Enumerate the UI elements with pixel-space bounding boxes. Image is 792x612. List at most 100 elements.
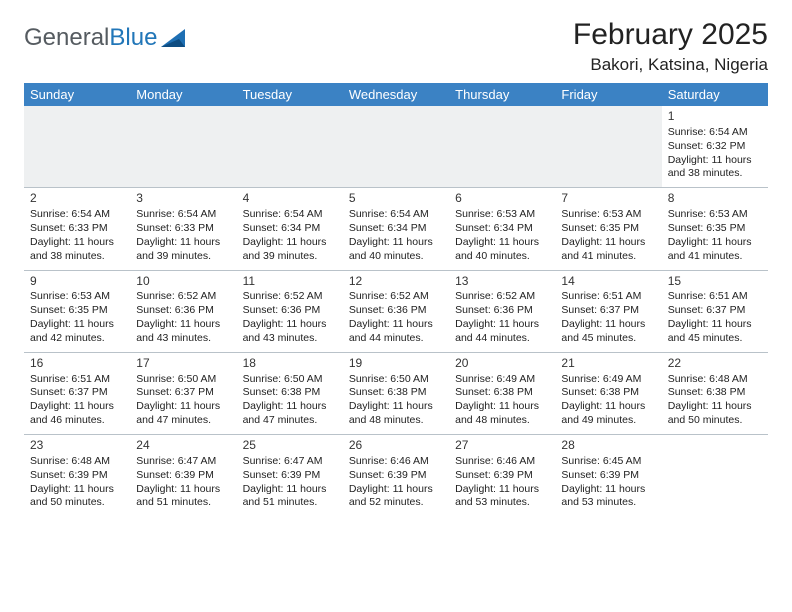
day-number: 9	[30, 274, 124, 290]
day-number: 16	[30, 356, 124, 372]
day-number: 12	[349, 274, 443, 290]
sunrise-line: Sunrise: 6:54 AM	[668, 126, 762, 140]
sunset-line: Sunset: 6:39 PM	[561, 469, 655, 483]
daylight-line: Daylight: 11 hours and 46 minutes.	[30, 400, 124, 428]
day-number: 4	[243, 191, 337, 207]
sunrise-line: Sunrise: 6:49 AM	[561, 373, 655, 387]
sunset-line: Sunset: 6:38 PM	[243, 386, 337, 400]
daylight-line: Daylight: 11 hours and 41 minutes.	[668, 236, 762, 264]
day-number: 27	[455, 438, 549, 454]
sunset-line: Sunset: 6:39 PM	[455, 469, 549, 483]
day-number: 19	[349, 356, 443, 372]
calendar-table: SundayMondayTuesdayWednesdayThursdayFrid…	[24, 83, 768, 516]
calendar-body: 1Sunrise: 6:54 AMSunset: 6:32 PMDaylight…	[24, 106, 768, 516]
month-title: February 2025	[573, 18, 768, 52]
day-number: 26	[349, 438, 443, 454]
daylight-line: Daylight: 11 hours and 45 minutes.	[668, 318, 762, 346]
brand-part2: Blue	[109, 24, 157, 51]
calendar-cell: 24Sunrise: 6:47 AMSunset: 6:39 PMDayligh…	[130, 435, 236, 517]
sunset-line: Sunset: 6:38 PM	[349, 386, 443, 400]
calendar-cell: 1Sunrise: 6:54 AMSunset: 6:32 PMDaylight…	[662, 106, 768, 188]
sunrise-line: Sunrise: 6:50 AM	[349, 373, 443, 387]
day-header: Wednesday	[343, 83, 449, 106]
sunset-line: Sunset: 6:33 PM	[30, 222, 124, 236]
sunset-line: Sunset: 6:37 PM	[561, 304, 655, 318]
sunset-line: Sunset: 6:39 PM	[349, 469, 443, 483]
daylight-line: Daylight: 11 hours and 42 minutes.	[30, 318, 124, 346]
daylight-line: Daylight: 11 hours and 38 minutes.	[30, 236, 124, 264]
day-header: Monday	[130, 83, 236, 106]
sunrise-line: Sunrise: 6:47 AM	[243, 455, 337, 469]
sunrise-line: Sunrise: 6:47 AM	[136, 455, 230, 469]
sunset-line: Sunset: 6:39 PM	[136, 469, 230, 483]
calendar-cell	[237, 106, 343, 188]
calendar-week: 1Sunrise: 6:54 AMSunset: 6:32 PMDaylight…	[24, 106, 768, 188]
day-number: 11	[243, 274, 337, 290]
day-number: 2	[30, 191, 124, 207]
calendar-cell: 19Sunrise: 6:50 AMSunset: 6:38 PMDayligh…	[343, 352, 449, 434]
sunrise-line: Sunrise: 6:54 AM	[349, 208, 443, 222]
sunrise-line: Sunrise: 6:49 AM	[455, 373, 549, 387]
sunset-line: Sunset: 6:36 PM	[349, 304, 443, 318]
sunset-line: Sunset: 6:38 PM	[668, 386, 762, 400]
daylight-line: Daylight: 11 hours and 50 minutes.	[30, 483, 124, 511]
calendar-week: 9Sunrise: 6:53 AMSunset: 6:35 PMDaylight…	[24, 270, 768, 352]
day-number: 25	[243, 438, 337, 454]
sunset-line: Sunset: 6:37 PM	[30, 386, 124, 400]
sunset-line: Sunset: 6:37 PM	[136, 386, 230, 400]
sunset-line: Sunset: 6:38 PM	[455, 386, 549, 400]
calendar-cell: 22Sunrise: 6:48 AMSunset: 6:38 PMDayligh…	[662, 352, 768, 434]
daylight-line: Daylight: 11 hours and 43 minutes.	[243, 318, 337, 346]
calendar-cell: 18Sunrise: 6:50 AMSunset: 6:38 PMDayligh…	[237, 352, 343, 434]
title-block: February 2025 Bakori, Katsina, Nigeria	[573, 18, 768, 75]
calendar-cell: 20Sunrise: 6:49 AMSunset: 6:38 PMDayligh…	[449, 352, 555, 434]
sunrise-line: Sunrise: 6:52 AM	[136, 290, 230, 304]
calendar-cell: 25Sunrise: 6:47 AMSunset: 6:39 PMDayligh…	[237, 435, 343, 517]
calendar-cell: 2Sunrise: 6:54 AMSunset: 6:33 PMDaylight…	[24, 188, 130, 270]
calendar-cell: 5Sunrise: 6:54 AMSunset: 6:34 PMDaylight…	[343, 188, 449, 270]
calendar-cell	[24, 106, 130, 188]
daylight-line: Daylight: 11 hours and 41 minutes.	[561, 236, 655, 264]
sunset-line: Sunset: 6:33 PM	[136, 222, 230, 236]
day-number: 7	[561, 191, 655, 207]
calendar-cell: 14Sunrise: 6:51 AMSunset: 6:37 PMDayligh…	[555, 270, 661, 352]
calendar-cell: 10Sunrise: 6:52 AMSunset: 6:36 PMDayligh…	[130, 270, 236, 352]
sunrise-line: Sunrise: 6:53 AM	[561, 208, 655, 222]
sunset-line: Sunset: 6:37 PM	[668, 304, 762, 318]
calendar-cell: 9Sunrise: 6:53 AMSunset: 6:35 PMDaylight…	[24, 270, 130, 352]
day-header: Friday	[555, 83, 661, 106]
location: Bakori, Katsina, Nigeria	[573, 55, 768, 75]
day-number: 21	[561, 356, 655, 372]
day-header: Thursday	[449, 83, 555, 106]
calendar-head: SundayMondayTuesdayWednesdayThursdayFrid…	[24, 83, 768, 106]
sunrise-line: Sunrise: 6:54 AM	[30, 208, 124, 222]
brand-part1: General	[24, 24, 109, 51]
sunrise-line: Sunrise: 6:51 AM	[561, 290, 655, 304]
brand-logo: GeneralBlue	[24, 24, 187, 52]
sail-icon	[161, 27, 187, 49]
day-number: 14	[561, 274, 655, 290]
calendar-cell: 16Sunrise: 6:51 AMSunset: 6:37 PMDayligh…	[24, 352, 130, 434]
calendar-cell	[130, 106, 236, 188]
calendar-cell: 15Sunrise: 6:51 AMSunset: 6:37 PMDayligh…	[662, 270, 768, 352]
calendar-week: 23Sunrise: 6:48 AMSunset: 6:39 PMDayligh…	[24, 435, 768, 517]
sunrise-line: Sunrise: 6:48 AM	[668, 373, 762, 387]
calendar-cell: 27Sunrise: 6:46 AMSunset: 6:39 PMDayligh…	[449, 435, 555, 517]
sunset-line: Sunset: 6:38 PM	[561, 386, 655, 400]
day-number: 13	[455, 274, 549, 290]
daylight-line: Daylight: 11 hours and 39 minutes.	[243, 236, 337, 264]
sunrise-line: Sunrise: 6:48 AM	[30, 455, 124, 469]
calendar-cell: 6Sunrise: 6:53 AMSunset: 6:34 PMDaylight…	[449, 188, 555, 270]
sunset-line: Sunset: 6:35 PM	[30, 304, 124, 318]
daylight-line: Daylight: 11 hours and 40 minutes.	[349, 236, 443, 264]
sunrise-line: Sunrise: 6:52 AM	[455, 290, 549, 304]
daylight-line: Daylight: 11 hours and 50 minutes.	[668, 400, 762, 428]
calendar-cell	[449, 106, 555, 188]
sunrise-line: Sunrise: 6:50 AM	[243, 373, 337, 387]
sunset-line: Sunset: 6:34 PM	[349, 222, 443, 236]
calendar-cell: 26Sunrise: 6:46 AMSunset: 6:39 PMDayligh…	[343, 435, 449, 517]
calendar-cell: 17Sunrise: 6:50 AMSunset: 6:37 PMDayligh…	[130, 352, 236, 434]
daylight-line: Daylight: 11 hours and 47 minutes.	[136, 400, 230, 428]
daylight-line: Daylight: 11 hours and 48 minutes.	[455, 400, 549, 428]
daylight-line: Daylight: 11 hours and 40 minutes.	[455, 236, 549, 264]
